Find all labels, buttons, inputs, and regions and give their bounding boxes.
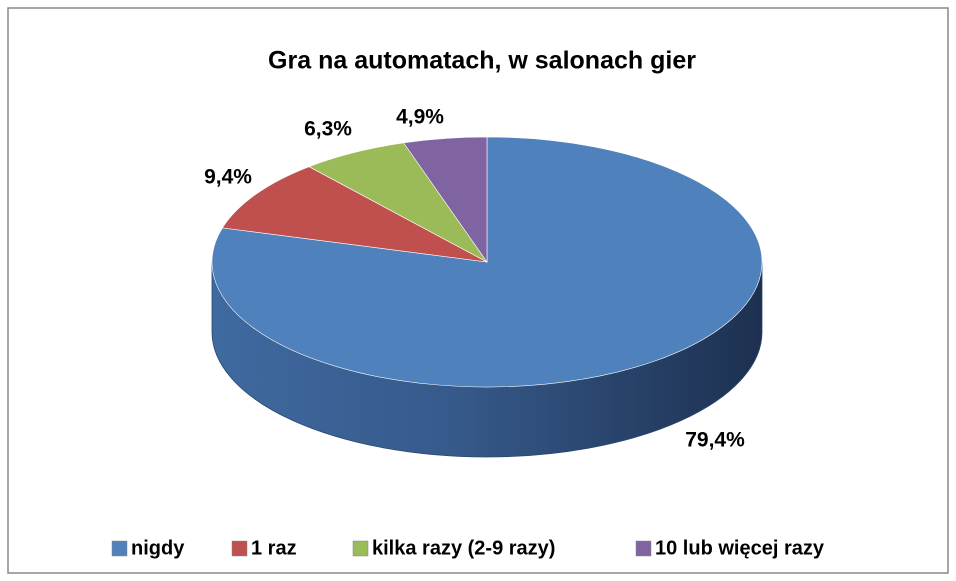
pie-slice (403, 136, 488, 263)
legend-swatch (231, 540, 248, 557)
legend-swatch (111, 540, 128, 557)
legend-label: 1 raz (251, 537, 297, 559)
legend-swatch (635, 540, 652, 557)
data-label: 9,4% (204, 166, 252, 189)
legend-label: kilka razy (2-9 razy) (372, 537, 555, 559)
legend-swatch (352, 540, 369, 557)
legend-label: 10 lub więcej razy (655, 537, 825, 559)
data-label: 6,3% (304, 118, 352, 141)
chart-title: Gra na automatach, w salonach gier (268, 47, 696, 75)
pie-slice (221, 166, 488, 263)
data-label: 79,4% (685, 429, 745, 452)
legend-label: nigdy (131, 537, 185, 559)
data-label: 4,9% (396, 106, 444, 129)
